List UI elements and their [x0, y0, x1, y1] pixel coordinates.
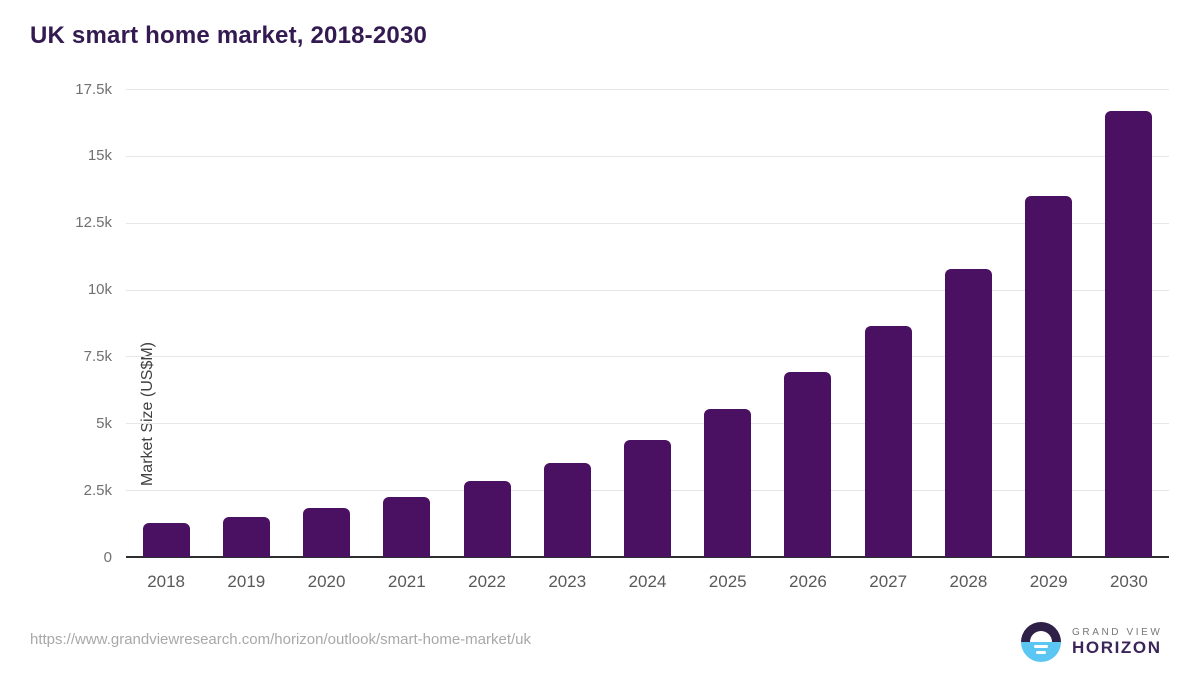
x-tick-label-2022: 2022: [468, 572, 506, 591]
x-tick-label-2020: 2020: [307, 572, 346, 591]
gridline-17.5k: [126, 89, 1169, 90]
x-tick-label-2027: 2027: [869, 572, 908, 591]
bar-2019[interactable]: [222, 517, 270, 557]
plot-area: Market Size (US$M): [126, 89, 1169, 558]
y-tick-label-15k: 15k: [87, 147, 112, 165]
bar-2023[interactable]: [543, 463, 591, 557]
x-axis-line: [126, 556, 1169, 558]
x-tick-label-2019: 2019: [227, 572, 266, 591]
bar-2022[interactable]: [463, 480, 511, 557]
x-tick-label-2030: 2030: [1109, 572, 1148, 591]
bar-2026[interactable]: [784, 372, 832, 557]
gridline-10k: [126, 289, 1169, 291]
y-tick-label-2.5k: 2.5k: [83, 481, 112, 499]
x-tick-label-2024: 2024: [628, 572, 667, 591]
y-tick-label-0: 0: [103, 548, 112, 566]
y-tick-label-17.5k: 17.5k: [75, 80, 112, 98]
y-tick-label-7.5k: 7.5k: [83, 347, 112, 365]
logo-horizon-label: HORIZON: [1072, 638, 1162, 657]
x-tick-label-2026: 2026: [789, 572, 827, 591]
bar-2028[interactable]: [944, 268, 992, 557]
logo-text: GRAND VIEW HORIZON: [1072, 627, 1162, 657]
bar-2029[interactable]: [1025, 195, 1073, 557]
logo-grand-view-label: GRAND VIEW: [1072, 627, 1163, 638]
x-tick-label-2025: 2025: [708, 572, 747, 591]
gridline-15k: [126, 155, 1169, 157]
x-tick-label-2023: 2023: [548, 572, 587, 591]
gridline-12.5k: [126, 222, 1169, 224]
bar-2020[interactable]: [303, 508, 351, 557]
bar-2024[interactable]: [624, 439, 671, 557]
horizon-sunrise-icon: [1021, 622, 1061, 662]
x-tick-label-2028: 2028: [949, 572, 988, 591]
bar-2027[interactable]: [864, 326, 912, 557]
bar-2025[interactable]: [704, 408, 752, 557]
bar-2021[interactable]: [383, 496, 431, 557]
x-tick-label-2021: 2021: [387, 572, 426, 591]
source-url: https://www.grandviewresearch.com/horizo…: [30, 631, 532, 648]
x-tick-label-2029: 2029: [1029, 572, 1068, 591]
gridline-7.5k: [126, 356, 1169, 358]
grand-view-horizon-logo: GRAND VIEW HORIZON: [1021, 622, 1171, 663]
y-tick-label-5k: 5k: [96, 414, 112, 432]
bar-2030[interactable]: [1105, 110, 1153, 557]
gridline-5k: [126, 423, 1169, 425]
y-tick-label-12.5k: 12.5k: [75, 214, 112, 232]
page-title: UK smart home market, 2018-2030: [30, 22, 428, 49]
y-tick-label-10k: 10k: [87, 281, 112, 299]
y-axis-title: Market Size (US$M): [139, 341, 156, 487]
x-tick-label-2018: 2018: [147, 572, 186, 591]
bar-2018[interactable]: [142, 523, 190, 557]
